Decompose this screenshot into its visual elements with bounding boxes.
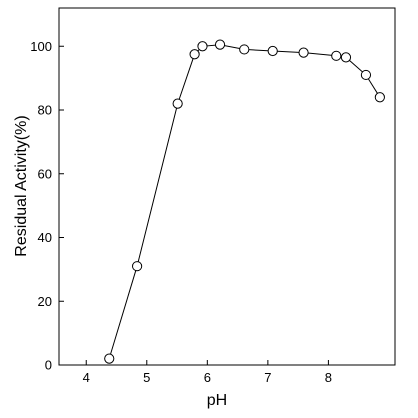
data-point [214,39,226,50]
data-point [331,50,342,61]
data-point [172,98,183,109]
y-tick-label: 80 [38,103,52,118]
data-points [104,39,385,364]
y-tick-label: 40 [38,230,52,245]
y-tick-label: 60 [38,166,52,181]
y-axis-title: Residual Activity(%) [13,115,30,256]
data-point [189,49,200,60]
data-point [340,52,352,63]
data-point [267,45,278,57]
data-point [197,41,208,52]
y-axis-ticks: 0 20 40 60 80 100 [30,39,64,373]
data-point [104,353,115,364]
plot-frame [58,7,396,366]
x-tick-label: 4 [83,370,90,385]
y-tick-label: 0 [45,358,52,373]
y-tick-label: 100 [30,39,52,54]
x-axis-title: pH [207,392,227,409]
x-tick-label: 6 [204,370,211,385]
data-point [374,92,385,103]
x-axis-ticks: 4 5 6 7 8 [83,360,332,385]
y-tick-label: 20 [38,294,52,309]
series-line [108,44,381,359]
x-tick-label: 7 [264,370,271,385]
data-point [239,44,250,55]
data-point [360,69,372,81]
data-point [298,47,309,58]
x-tick-label: 8 [325,370,332,385]
x-tick-label: 5 [143,370,150,385]
data-point [131,261,143,272]
